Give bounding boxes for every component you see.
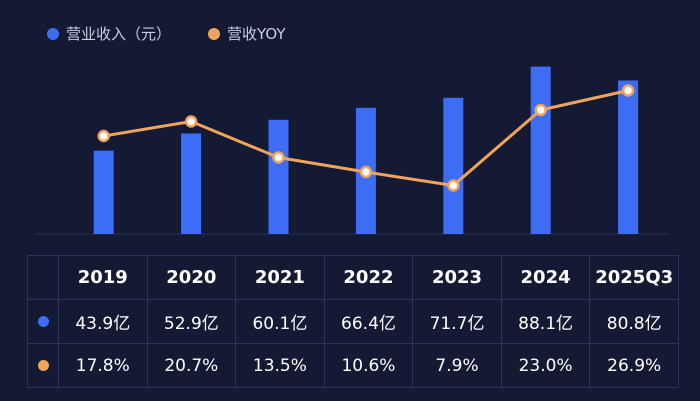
yoy-marker-cell xyxy=(27,343,59,388)
table-yoy-2024: 23.0% xyxy=(500,343,591,388)
yoy-point-2024 xyxy=(534,103,547,117)
bar-2025Q3 xyxy=(618,80,639,234)
table-yoy-2020: 20.7% xyxy=(146,343,237,388)
table-header-2024: 2024 xyxy=(500,255,591,300)
table-header-2025Q3: 2025Q3 xyxy=(589,255,679,300)
yoy-points xyxy=(97,84,635,192)
legend-line-marker xyxy=(208,28,220,40)
yoy-point-2023 xyxy=(447,179,460,192)
yoy-point-2020 xyxy=(184,115,198,128)
bar-2024 xyxy=(530,66,551,234)
revenue-dot xyxy=(37,316,49,327)
table-revenue-2020: 52.9亿 xyxy=(146,299,237,344)
bar-series xyxy=(93,66,639,235)
bar-2021 xyxy=(268,119,289,234)
yoy-point-2022 xyxy=(359,165,373,179)
legend-line-label: 营收YOY xyxy=(227,25,286,43)
legend-bar-label: 营业收入（元） xyxy=(66,25,171,43)
table-yoy-2019: 17.8% xyxy=(58,343,148,388)
table-header-2023: 2023 xyxy=(412,255,502,300)
yoy-dot xyxy=(37,360,49,371)
revenue-marker-cell xyxy=(27,299,59,344)
yoy-point-2021 xyxy=(272,151,285,164)
table-revenue-2023: 71.7亿 xyxy=(412,299,502,344)
table-header-2019: 2019 xyxy=(58,255,148,300)
data-table: 2019 2020 2021 2022 2023 2024 2025Q3 43.9亿 52.9… xyxy=(27,255,679,388)
table-header-row: 2019 2020 2021 2022 2023 2024 2025Q3 xyxy=(27,255,679,300)
yoy-point-2025Q3 xyxy=(621,84,635,97)
table-header-2021: 2021 xyxy=(235,255,325,300)
table-revenue-2024: 88.1亿 xyxy=(500,299,591,344)
table-revenue-2025Q3: 80.8亿 xyxy=(589,299,679,344)
table-revenue-2022: 66.4亿 xyxy=(323,299,414,344)
table-yoy-2021: 13.5% xyxy=(235,343,325,388)
chart: 营业收入（元） 营收YOY xyxy=(35,25,668,235)
table-yoy-2023: 7.9% xyxy=(412,343,502,388)
table-yoy-2025Q3: 26.9% xyxy=(589,343,679,388)
table-revenue-2019: 43.9亿 xyxy=(58,299,148,344)
table-revenue-2021: 60.1亿 xyxy=(235,299,325,344)
bar-2020 xyxy=(181,133,202,234)
bar-2019 xyxy=(93,150,114,234)
table-header-2022: 2022 xyxy=(323,255,414,300)
table-yoy-row: 17.8% 20.7% 13.5% 10.6% 7.9% 23.0% 26.9% xyxy=(27,343,679,388)
legend: 营业收入（元） 营收YOY xyxy=(47,25,286,43)
yoy-point-2019 xyxy=(97,129,110,143)
table-yoy-2022: 10.6% xyxy=(323,343,414,388)
table-revenue-row: 43.9亿 52.9亿 60.1亿 66.4亿 71.7亿 88.1亿 80.8亿 xyxy=(27,299,679,344)
legend-bar-marker xyxy=(47,28,59,40)
bar-2023 xyxy=(443,97,464,235)
table-corner-cell xyxy=(27,255,59,300)
table-header-2020: 2020 xyxy=(146,255,237,300)
